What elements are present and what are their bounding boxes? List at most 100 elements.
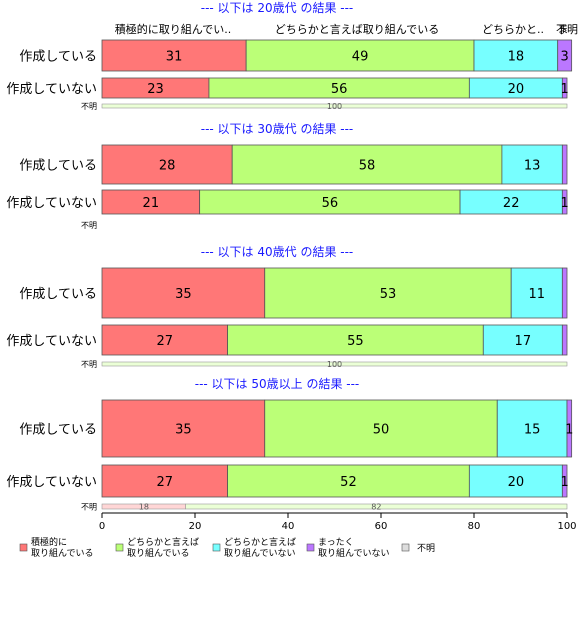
segment-label: 18 <box>508 50 525 65</box>
segment-label: 21 <box>143 196 160 211</box>
segment-label: 1 <box>561 82 569 97</box>
segment-label: 22 <box>503 196 520 211</box>
segment-label: 56 <box>322 196 339 211</box>
segment-label: 20 <box>508 82 525 97</box>
row-label-unknown: 不明 <box>81 221 97 230</box>
legend-label-1-line2: 取り組んでいる <box>31 547 94 559</box>
bar-segment <box>561 324 568 356</box>
bar-segment <box>561 189 568 215</box>
panel-title-1: --- 以下は 20歳代 の結果 --- <box>201 1 354 15</box>
legend-swatch <box>115 543 124 552</box>
row-label-unknown: 不明 <box>81 503 97 512</box>
legend-swatch <box>401 543 410 552</box>
row-label-2: 作成していない <box>6 475 97 490</box>
segment-label: 17 <box>515 334 532 349</box>
column-header-1: 積極的に取り組んでい.. <box>115 22 231 36</box>
bar-segment <box>227 324 484 356</box>
segment-label: 1 <box>565 423 573 438</box>
bar-segment <box>566 399 573 458</box>
segment-label: 1 <box>561 196 569 211</box>
bar-segment <box>264 399 498 458</box>
bar-segment <box>482 324 563 356</box>
row-label-unknown: 不明 <box>81 102 97 111</box>
x-tick-label: 20 <box>189 521 202 532</box>
segment-label: 35 <box>175 423 192 438</box>
bar-segment <box>561 77 568 99</box>
bar-segment <box>557 39 573 72</box>
bar-segment <box>101 144 233 185</box>
bar-segment <box>101 103 568 109</box>
legend-label-3-line2: 取り組んでいない <box>224 547 296 559</box>
segment-label: 55 <box>347 334 364 349</box>
column-header-5: 不明 <box>556 23 578 36</box>
bar-segment <box>227 464 470 498</box>
segment-label: 52 <box>340 475 357 490</box>
row-label-2: 作成していない <box>6 82 97 97</box>
legend-label-4-line2: 取り組んでいない <box>318 547 390 559</box>
x-tick-label: 100 <box>557 521 576 532</box>
panel-title-3: --- 以下は 40歳代 の結果 --- <box>201 245 354 259</box>
legend-label-1-line1: 積極的に <box>31 536 67 548</box>
bar-segment <box>101 267 266 319</box>
bar-segment <box>510 267 563 319</box>
segment-label: 56 <box>331 82 348 97</box>
segment-label: 18 <box>139 503 149 512</box>
row-label-unknown: 不明 <box>81 360 97 369</box>
column-header-4: ま <box>558 23 569 36</box>
segment-label: 1 <box>561 475 569 490</box>
segment-label: 53 <box>380 287 397 302</box>
column-header-2: どちらかと言えば取り組んでいる <box>275 23 439 36</box>
legend-label-4-line1: まったく <box>318 537 354 548</box>
legend-label-2-line2: 取り組んでいる <box>127 547 190 559</box>
legend-swatch <box>19 543 28 552</box>
bar-segment <box>101 361 568 367</box>
bar-segment <box>561 144 568 185</box>
panel-title-2: --- 以下は 30歳代 の結果 --- <box>201 122 354 136</box>
bar-segment <box>101 189 201 215</box>
segment-label: 23 <box>147 82 164 97</box>
x-tick-label: 80 <box>468 521 481 532</box>
bar-segment <box>101 464 228 498</box>
segment-label: 27 <box>157 475 174 490</box>
segment-label: 50 <box>373 423 390 438</box>
segment-label: 100 <box>327 360 342 369</box>
row-label-1: 作成している <box>19 50 97 65</box>
column-header-3: どちらかと.. <box>482 23 544 36</box>
segment-label: 11 <box>529 287 546 302</box>
bar-segment <box>245 39 475 72</box>
segment-label: 15 <box>524 423 541 438</box>
bar-segment <box>459 189 563 215</box>
bar-segment <box>561 464 568 498</box>
segment-label: 27 <box>157 334 174 349</box>
segment-label: 82 <box>371 503 381 512</box>
bar-segment <box>496 399 568 458</box>
bar-segment <box>101 39 247 72</box>
segment-label: 35 <box>175 287 192 302</box>
bar-segment <box>561 267 568 319</box>
bar-segment <box>185 503 568 510</box>
legend-swatch <box>212 543 221 552</box>
panel-title-4: --- 以下は 50歳以上 の結果 --- <box>195 377 360 391</box>
legend-swatch <box>306 543 315 552</box>
bar-segment <box>264 267 512 319</box>
segment-label: 28 <box>159 159 176 174</box>
x-tick-label: 60 <box>375 521 388 532</box>
legend-label-3-line1: どちらかと言えば <box>224 536 296 548</box>
segment-label: 100 <box>327 102 342 111</box>
legend-label-5: 不明 <box>417 543 435 554</box>
segment-label: 31 <box>166 50 183 65</box>
row-label-2: 作成していない <box>6 196 97 211</box>
segment-label: 20 <box>508 475 525 490</box>
row-label-2: 作成していない <box>6 334 97 349</box>
row-label-1: 作成している <box>19 287 97 302</box>
x-tick-label: 40 <box>282 521 295 532</box>
segment-label: 58 <box>359 159 376 174</box>
segment-label: 3 <box>561 50 569 65</box>
row-label-1: 作成している <box>19 423 97 438</box>
segment-label: 49 <box>352 50 369 65</box>
legend-label-2-line1: どちらかと言えば <box>127 536 199 548</box>
segment-label: 13 <box>524 159 541 174</box>
x-tick-label: 0 <box>99 521 105 532</box>
